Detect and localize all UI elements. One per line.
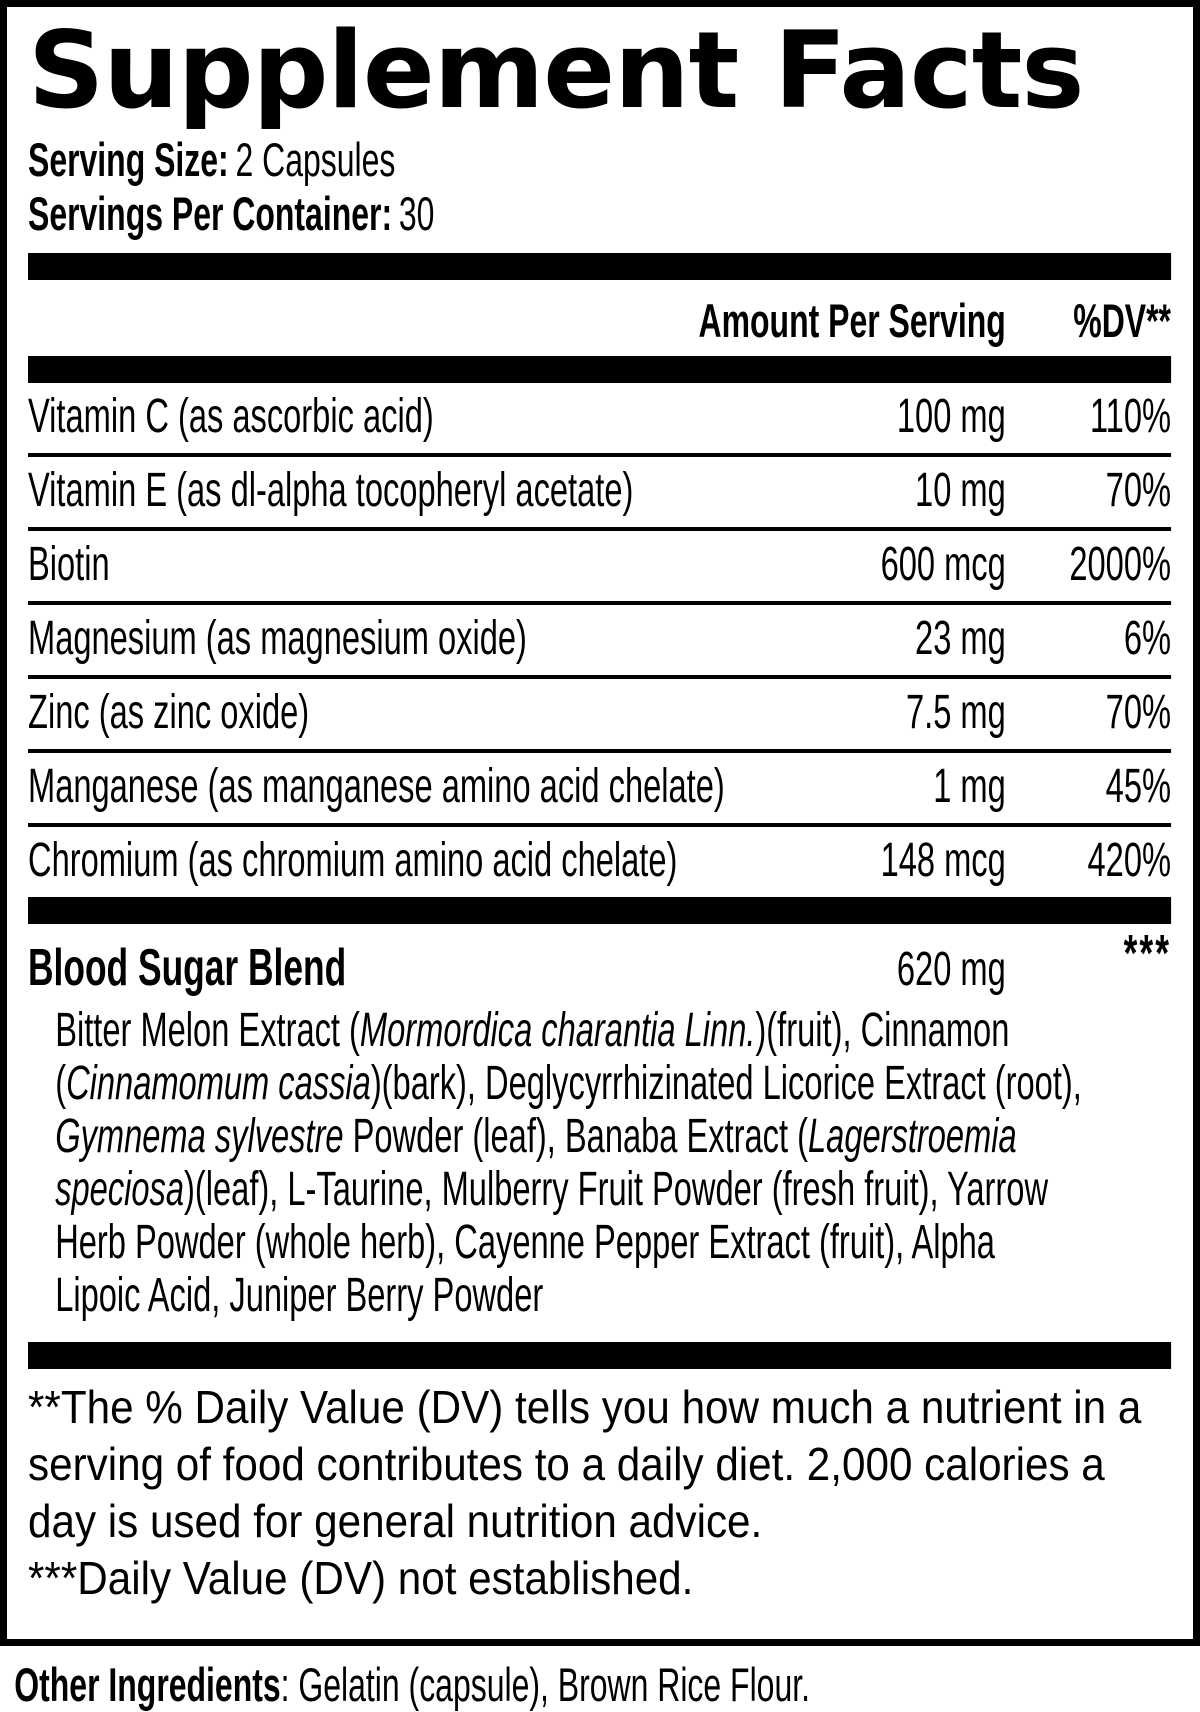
blend-description: Bitter Melon Extract (Mormordica charant… xyxy=(55,1004,1082,1322)
other-ingredients-wrap: Other Ingredients: Gelatin (capsule), Br… xyxy=(0,1658,1200,1712)
nutrient-name: Vitamin C (as ascorbic acid) xyxy=(28,390,434,443)
nutrient-table: Vitamin C (as ascorbic acid) 100 mg 110%… xyxy=(28,383,1172,897)
table-row: Biotin 600 mcg 2000% xyxy=(28,527,1172,601)
nutrient-dv: 420% xyxy=(1087,834,1172,887)
nutrient-dv: 2000% xyxy=(1069,538,1172,591)
divider-bar-header xyxy=(28,356,1172,383)
table-row: Magnesium (as magnesium oxide) 23 mg 6% xyxy=(28,601,1172,675)
table-row: Vitamin E (as dl-alpha tocopheryl acetat… xyxy=(28,453,1172,527)
nutrient-name: Zinc (as zinc oxide) xyxy=(28,686,310,739)
nutrient-name: Magnesium (as magnesium oxide) xyxy=(28,612,527,665)
nutrient-dv: 6% xyxy=(1123,612,1172,665)
nutrient-dv: 70% xyxy=(1105,464,1172,517)
other-ingredients-label: Other Ingredients xyxy=(14,1658,281,1711)
other-ingredients-value: : Gelatin (capsule), Brown Rice Flour. xyxy=(280,1658,810,1711)
nutrient-amount: 23 mg xyxy=(915,612,1006,665)
nutrient-dv: 45% xyxy=(1105,760,1172,813)
dv-not-established-note: ***Daily Value (DV) not established. xyxy=(28,1552,694,1604)
servings-per-container-label: Servings Per Container: xyxy=(28,187,393,240)
blend-amount: 620 mg xyxy=(896,943,1006,996)
table-row: Vitamin C (as ascorbic acid) 100 mg 110% xyxy=(28,383,1171,453)
footnotes-text: **The % Daily Value (DV) tells you how m… xyxy=(28,1379,1171,1607)
footnotes: **The % Daily Value (DV) tells you how m… xyxy=(28,1369,1171,1607)
daily-value-note: **The % Daily Value (DV) tells you how m… xyxy=(28,1381,1142,1547)
nutrient-name: Vitamin E (as dl-alpha tocopheryl acetat… xyxy=(28,464,634,517)
nutrient-amount: 148 mcg xyxy=(880,834,1006,887)
nutrient-amount: 100 mg xyxy=(896,390,1006,443)
serving-size-row: Serving Size: 2 Capsules xyxy=(28,133,1171,187)
page-title: Supplement Facts xyxy=(28,9,1085,132)
nutrient-amount: 600 mcg xyxy=(880,538,1006,591)
condensed-content: Serving Size: 2 Capsules Servings Per Con… xyxy=(28,133,1172,1369)
table-row: Manganese (as manganese amino acid chela… xyxy=(28,749,1172,823)
nutrient-dv: 110% xyxy=(1089,390,1172,443)
amount-per-serving-header: Amount Per Serving xyxy=(698,294,1006,347)
serving-size-label: Serving Size: xyxy=(28,133,229,186)
nutrient-name: Biotin xyxy=(28,538,110,591)
blend-row: Blood Sugar Blend 620 mg *** xyxy=(28,924,1171,998)
table-row: Zinc (as zinc oxide) 7.5 mg 70% xyxy=(28,675,1172,749)
blend-dv-asterisks: *** xyxy=(1123,925,1172,983)
divider-bar-top xyxy=(28,253,1172,280)
other-ingredients-row: Other Ingredients: Gelatin (capsule), Br… xyxy=(0,1658,1200,1712)
facts-panel: Supplement Facts Serving Size: 2 Capsules… xyxy=(0,0,1200,1646)
nutrient-dv: 70% xyxy=(1105,686,1172,739)
servings-per-container-value: 30 xyxy=(398,187,435,240)
blend-name: Blood Sugar Blend xyxy=(28,939,347,997)
nutrient-name: Manganese (as manganese amino acid chela… xyxy=(28,760,725,813)
nutrient-amount: 10 mg xyxy=(915,464,1006,517)
serving-size-value: 2 Capsules xyxy=(235,133,396,186)
servings-per-container-row: Servings Per Container: 30 xyxy=(28,187,1171,241)
divider-bar-blend xyxy=(28,897,1172,924)
nutrient-amount: 1 mg xyxy=(933,760,1006,813)
percent-dv-header: %DV** xyxy=(1073,294,1172,347)
divider-bar-footnotes xyxy=(28,1342,1172,1369)
table-header: Amount Per Serving %DV** xyxy=(28,280,1171,356)
nutrient-amount: 7.5 mg xyxy=(905,686,1006,739)
blend-dv: *** xyxy=(1006,925,1171,998)
table-row: Chromium (as chromium amino acid chelate… xyxy=(28,823,1172,897)
nutrient-name: Chromium (as chromium amino acid chelate… xyxy=(28,834,678,887)
